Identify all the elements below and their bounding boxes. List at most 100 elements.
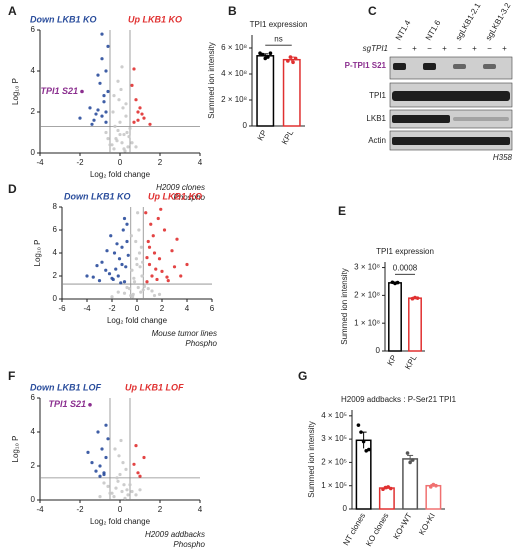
volcano-point (142, 116, 146, 120)
volcano-point (125, 285, 129, 290)
y-tick-label: 0 (31, 495, 36, 504)
y-axis-label: Summed ion intensity (207, 42, 216, 118)
volcano-point (152, 251, 157, 255)
x-axis-label: Log₂ fold change (107, 316, 168, 325)
volcano-point (135, 262, 139, 267)
x-tick-label: 4 (198, 505, 203, 514)
volcano-point (109, 234, 113, 238)
volcano-point (90, 461, 94, 465)
x-tick-label: 4 (198, 158, 203, 167)
lane-label: NT1.6 (424, 18, 443, 42)
volcano-point (118, 132, 122, 137)
x-tick-label: -4 (36, 505, 44, 514)
volcano-point (165, 275, 169, 279)
volcano-point (112, 251, 117, 255)
volcano-point (98, 474, 102, 478)
y-tick-label: 2 (31, 461, 36, 470)
x-tick-label: KPL (280, 128, 296, 146)
x-tick-label: KP (385, 354, 398, 368)
x-tick-label: KO+KI (417, 512, 437, 537)
volcano-point (145, 280, 149, 284)
volcano-point (179, 274, 183, 278)
volcano-point (148, 122, 152, 126)
volcano-point (102, 481, 106, 485)
volcano-point (155, 277, 159, 282)
volcano-point (147, 245, 152, 249)
volcano-point (102, 471, 106, 475)
volcano-point (85, 274, 89, 278)
data-point (367, 447, 371, 452)
volcano-point (125, 488, 129, 492)
y-tick-label: 3 × 10⁸ (354, 263, 380, 272)
volcano-point (88, 106, 92, 110)
down-label: Down LKB1 KO (64, 191, 131, 201)
data-point (428, 485, 433, 489)
volcano-point (96, 108, 100, 112)
volcano-point (117, 257, 122, 261)
volcano-point (120, 245, 124, 249)
chart-title: H2009 addbacks : P-Ser21 TPI1 (341, 395, 457, 404)
volcano-point (112, 147, 116, 151)
data-point (415, 296, 420, 300)
volcano-point (104, 455, 108, 460)
volcano-point (139, 290, 143, 294)
volcano-point (142, 455, 146, 460)
treatment-sign: + (502, 44, 507, 53)
bar (402, 458, 419, 510)
volcano-point (129, 234, 133, 238)
x-tick-label: KO clones (364, 512, 390, 548)
x-tick-label: NT clones (341, 512, 367, 548)
y-tick-label: 4 (31, 66, 36, 75)
volcano-point (100, 32, 104, 36)
volcano-point (100, 260, 104, 264)
volcano-point (132, 462, 136, 466)
y-axis-label: Log₁₀ P (11, 78, 20, 105)
treatment-sign: + (472, 44, 477, 53)
y-tick-label: 0 (376, 346, 381, 355)
blot-band (392, 137, 510, 145)
data-point (388, 486, 393, 491)
x-axis-label: Log₂ fold change (90, 170, 151, 179)
volcano-point (108, 143, 112, 147)
volcano-point (157, 292, 162, 296)
blot-band (393, 63, 406, 70)
caption: Mouse tumor lines (152, 329, 217, 338)
down-label: Down LKB1 KO (30, 14, 97, 24)
y-axis-label: Log₁₀ P (33, 240, 42, 267)
blot-row-label: Actin (368, 136, 386, 145)
y-tick-label: 0 (343, 504, 348, 513)
x-tick-label: -4 (36, 158, 44, 167)
volcano-point (104, 268, 108, 272)
x-tick-label: KP (256, 129, 269, 143)
significance-label: ns (274, 34, 282, 43)
volcano-point (117, 454, 121, 458)
volcano-point (94, 112, 98, 116)
volcano-point (150, 289, 154, 293)
volcano-point (106, 437, 110, 441)
volcano-point (104, 110, 108, 114)
volcano-point (162, 228, 167, 232)
volcano-point (124, 265, 128, 269)
data-point (408, 460, 412, 465)
volcano-point (141, 288, 145, 292)
volcano-point (136, 285, 140, 290)
blot-band (453, 64, 466, 69)
volcano-point (119, 281, 123, 285)
x-tick-label: KO+WT (392, 511, 414, 540)
x-tick-label: 2 (158, 158, 163, 167)
volcano-point (114, 486, 118, 490)
y-tick-label: 2 × 10⁸ (221, 95, 247, 104)
blot-band (453, 117, 509, 121)
x-tick-label: 6 (210, 304, 215, 313)
volcano-point (92, 118, 96, 122)
volcano-point (127, 135, 131, 139)
volcano-point (120, 65, 124, 69)
volcano-point (149, 222, 153, 226)
volcano-point (145, 256, 149, 260)
volcano-point (147, 262, 152, 267)
volcano-point (117, 98, 121, 102)
volcano-point (125, 130, 129, 135)
volcano-point (134, 257, 138, 261)
blot-band (392, 91, 510, 101)
y-tick-label: 6 (31, 393, 36, 402)
